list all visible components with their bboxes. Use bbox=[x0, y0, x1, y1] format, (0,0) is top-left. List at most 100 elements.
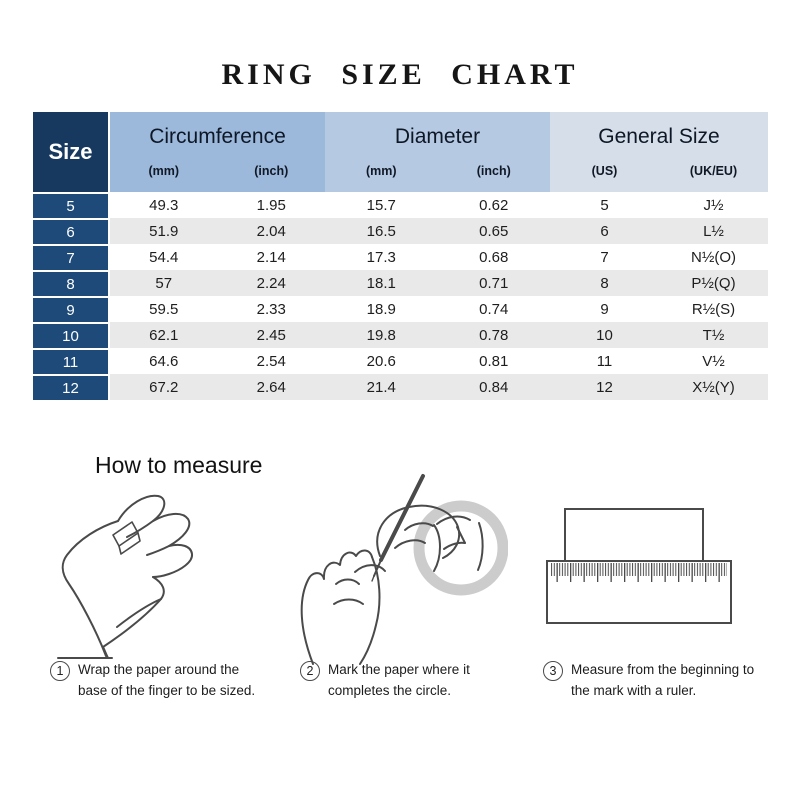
diameter-inch-cell: 0.65 bbox=[437, 218, 550, 244]
us-size-cell: 9 bbox=[550, 296, 659, 322]
diameter-mm-cell: 17.3 bbox=[325, 244, 438, 270]
step-3-number-badge: 3 bbox=[543, 661, 563, 681]
column-group-diameter: Diameter (mm) (inch) bbox=[325, 112, 550, 192]
table-row: 11 64.6 2.54 20.6 0.81 11 V½ bbox=[33, 348, 768, 374]
us-size-header: (US) bbox=[591, 164, 618, 178]
size-cell: 12 bbox=[33, 374, 110, 400]
step-1-caption: 1 Wrap the paper around the base of the … bbox=[50, 660, 262, 702]
ukeu-size-cell: V½ bbox=[659, 348, 768, 374]
diameter-inch-cell: 0.84 bbox=[437, 374, 550, 400]
hand-with-paper-strip-icon bbox=[50, 488, 235, 663]
step-1-text: Wrap the paper around the base of the fi… bbox=[78, 662, 256, 698]
circumference-label: Circumference bbox=[149, 125, 286, 148]
diameter-mm-cell: 21.4 bbox=[325, 374, 438, 400]
circumference-mm-cell: 59.5 bbox=[110, 296, 218, 322]
size-cell: 9 bbox=[33, 296, 110, 322]
ukeu-size-cell: J½ bbox=[659, 192, 768, 218]
diameter-mm-cell: 18.9 bbox=[325, 296, 438, 322]
step-3-text: Measure from the beginning to the mark w… bbox=[571, 662, 755, 698]
diameter-mm-cell: 18.1 bbox=[325, 270, 438, 296]
how-to-measure-heading: How to measure bbox=[95, 452, 263, 478]
circumference-inch-cell: 2.45 bbox=[217, 322, 325, 348]
us-size-cell: 6 bbox=[550, 218, 659, 244]
table-row: 5 49.3 1.95 15.7 0.62 5 J½ bbox=[33, 192, 768, 218]
ukeu-size-cell: R½(S) bbox=[659, 296, 768, 322]
us-size-cell: 10 bbox=[550, 322, 659, 348]
step-1-number-badge: 1 bbox=[50, 661, 70, 681]
us-size-cell: 7 bbox=[550, 244, 659, 270]
table-row: 8 57 2.24 18.1 0.71 8 P½(Q) bbox=[33, 270, 768, 296]
table-body: 5 49.3 1.95 15.7 0.62 5 J½ 6 51.9 2.04 1… bbox=[33, 192, 768, 400]
step-2-caption: 2 Mark the paper where it completes the … bbox=[300, 660, 482, 702]
circumference-inch-cell: 2.54 bbox=[217, 348, 325, 374]
circumference-mm-cell: 64.6 bbox=[110, 348, 218, 374]
diameter-mm-cell: 20.6 bbox=[325, 348, 438, 374]
circumference-inch-cell: 2.24 bbox=[217, 270, 325, 296]
diameter-mm-header: (mm) bbox=[365, 164, 397, 178]
table-row: 6 51.9 2.04 16.5 0.65 6 L½ bbox=[33, 218, 768, 244]
us-size-cell: 8 bbox=[550, 270, 659, 296]
circumference-inch-cell: 2.04 bbox=[217, 218, 325, 244]
general-size-subheaders: (US) (UK/EU) bbox=[550, 162, 768, 192]
circumference-mm-cell: 51.9 bbox=[110, 218, 218, 244]
marking-paper-with-pen-icon bbox=[283, 472, 508, 667]
ruler-major-ticks bbox=[551, 563, 727, 582]
size-cell: 6 bbox=[33, 218, 110, 244]
diameter-inch-cell: 0.71 bbox=[437, 270, 550, 296]
diameter-mm-cell: 19.8 bbox=[325, 322, 438, 348]
step-2-number-badge: 2 bbox=[300, 661, 320, 681]
ukeu-size-cell: P½(Q) bbox=[659, 270, 768, 296]
column-group-circumference: Circumference (mm) (inch) bbox=[110, 112, 325, 192]
circumference-mm-header: (mm) bbox=[148, 164, 180, 178]
circumference-inch-cell: 1.95 bbox=[217, 192, 325, 218]
circumference-mm-cell: 67.2 bbox=[110, 374, 218, 400]
ruler-with-paper-strip-icon bbox=[543, 503, 738, 628]
circumference-mm-cell: 49.3 bbox=[110, 192, 218, 218]
diameter-mm-cell: 16.5 bbox=[325, 218, 438, 244]
ukeu-size-cell: X½(Y) bbox=[659, 374, 768, 400]
circumference-inch-header: (inch) bbox=[254, 164, 289, 178]
table-header: Size Circumference (mm) (inch) Diameter … bbox=[33, 112, 768, 192]
table-row: 9 59.5 2.33 18.9 0.74 9 R½(S) bbox=[33, 296, 768, 322]
ukeu-size-cell: T½ bbox=[659, 322, 768, 348]
magnifier-detail-circle bbox=[413, 500, 508, 596]
size-cell: 10 bbox=[33, 322, 110, 348]
diameter-mm-cell: 15.7 bbox=[325, 192, 438, 218]
diameter-inch-cell: 0.68 bbox=[437, 244, 550, 270]
table-row: 7 54.4 2.14 17.3 0.68 7 N½(O) bbox=[33, 244, 768, 270]
column-group-general-size: General Size (US) (UK/EU) bbox=[550, 112, 768, 192]
circumference-subheaders: (mm) (inch) bbox=[110, 162, 325, 192]
size-cell: 8 bbox=[33, 270, 110, 296]
size-cell: 7 bbox=[33, 244, 110, 270]
ukeu-size-cell: N½(O) bbox=[659, 244, 768, 270]
us-size-cell: 11 bbox=[550, 348, 659, 374]
us-size-cell: 12 bbox=[550, 374, 659, 400]
page-title: RING SIZE CHART bbox=[221, 58, 579, 91]
circumference-mm-cell: 54.4 bbox=[110, 244, 218, 270]
diameter-label: Diameter bbox=[394, 125, 481, 148]
diameter-inch-cell: 0.74 bbox=[437, 296, 550, 322]
table-row: 10 62.1 2.45 19.8 0.78 10 T½ bbox=[33, 322, 768, 348]
step-2-text: Mark the paper where it completes the ci… bbox=[328, 662, 470, 698]
diameter-subheaders: (mm) (inch) bbox=[325, 162, 550, 192]
table-row: 12 67.2 2.64 21.4 0.84 12 X½(Y) bbox=[33, 374, 768, 400]
circumference-inch-cell: 2.33 bbox=[217, 296, 325, 322]
us-size-cell: 5 bbox=[550, 192, 659, 218]
circumference-inch-cell: 2.64 bbox=[217, 374, 325, 400]
diameter-inch-cell: 0.62 bbox=[437, 192, 550, 218]
diameter-inch-header: (inch) bbox=[476, 164, 511, 178]
circumference-mm-cell: 57 bbox=[110, 270, 218, 296]
paper-strip-shape bbox=[564, 508, 704, 566]
circumference-mm-cell: 62.1 bbox=[110, 322, 218, 348]
ring-size-table: Size Circumference (mm) (inch) Diameter … bbox=[33, 112, 768, 400]
circumference-inch-cell: 2.14 bbox=[217, 244, 325, 270]
diameter-inch-cell: 0.81 bbox=[437, 348, 550, 374]
size-cell: 11 bbox=[33, 348, 110, 374]
size-column-header: Size bbox=[33, 112, 110, 192]
diameter-inch-cell: 0.78 bbox=[437, 322, 550, 348]
ukeu-size-header: (UK/EU) bbox=[689, 164, 738, 178]
general-size-label: General Size bbox=[598, 125, 720, 148]
size-cell: 5 bbox=[33, 192, 110, 218]
step-3-caption: 3 Measure from the beginning to the mark… bbox=[543, 660, 765, 702]
